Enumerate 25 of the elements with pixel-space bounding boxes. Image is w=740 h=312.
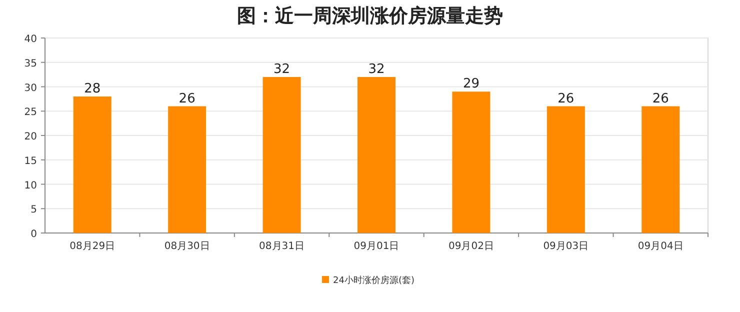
title: 图：近一周深圳涨价房源量走势: [237, 5, 503, 27]
data-label: 26: [178, 91, 196, 106]
xtick-label: 09月04日: [638, 241, 684, 252]
ytick-label: 25: [24, 107, 37, 118]
ytick-label: 20: [24, 132, 37, 142]
xtick-label: 08月30日: [164, 241, 210, 252]
data-label: 26: [558, 91, 574, 106]
ytick-label: 30: [24, 82, 37, 94]
ytick-label: 35: [24, 58, 37, 70]
xtick-label: 08月29日: [70, 241, 116, 252]
legend-label: 24小时涨价房源(套): [333, 276, 414, 286]
xtick-label: 09月01日: [354, 241, 400, 252]
data-label: 28: [84, 82, 101, 96]
ytick-label: 15: [24, 156, 37, 167]
xtick-label: 09月02日: [448, 241, 494, 252]
data-label: 26: [652, 91, 669, 106]
data-label: 32: [274, 62, 290, 77]
xtick-label: 08月31日: [259, 241, 304, 252]
xtick-label: 09月03日: [543, 241, 589, 252]
data-label: 32: [368, 62, 385, 77]
ytick-label: 0: [30, 229, 37, 240]
ytick-label: 40: [24, 34, 37, 45]
data-label: 29: [462, 76, 480, 92]
ytick-label: 5: [30, 204, 37, 216]
ytick-label: 10: [24, 180, 37, 192]
